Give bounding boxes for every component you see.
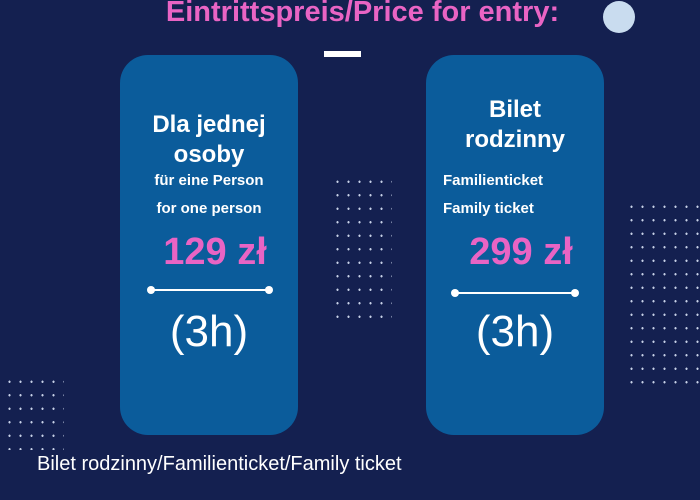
card-duration: (3h): [169, 307, 249, 356]
card-subtitle-de: Familienticket: [443, 172, 544, 189]
card-divider: [147, 286, 273, 294]
dot-grid-right: [626, 200, 700, 390]
card-heading: Bilet: [488, 96, 541, 123]
card-price: 299 zł: [469, 231, 573, 273]
card-divider: [451, 289, 579, 297]
caption: Bilet rodzinny/Familienticket/Family tic…: [37, 453, 402, 475]
card-subtitle-en: for one person: [156, 200, 262, 217]
decorative-circle: [603, 1, 635, 33]
card-price: 129 zł: [163, 231, 267, 273]
price-card-family: Bilet rodzinny Familienticket Family tic…: [426, 55, 604, 435]
card-heading: rodzinny: [465, 126, 565, 153]
page-title: Eintrittspreis/Price for entry:: [165, 0, 560, 28]
dot-grid-left: [4, 375, 64, 450]
card-subtitle-en: Family ticket: [443, 200, 534, 217]
divider: [324, 51, 361, 57]
card-heading: Dla jednej: [152, 111, 266, 138]
dot-grid-center: [332, 175, 392, 320]
card-subtitle-de: für eine Person: [154, 172, 264, 189]
card-heading: osoby: [173, 141, 245, 168]
card-duration: (3h): [475, 307, 555, 356]
price-card-single: Dla jednej osoby für eine Person for one…: [120, 55, 298, 435]
